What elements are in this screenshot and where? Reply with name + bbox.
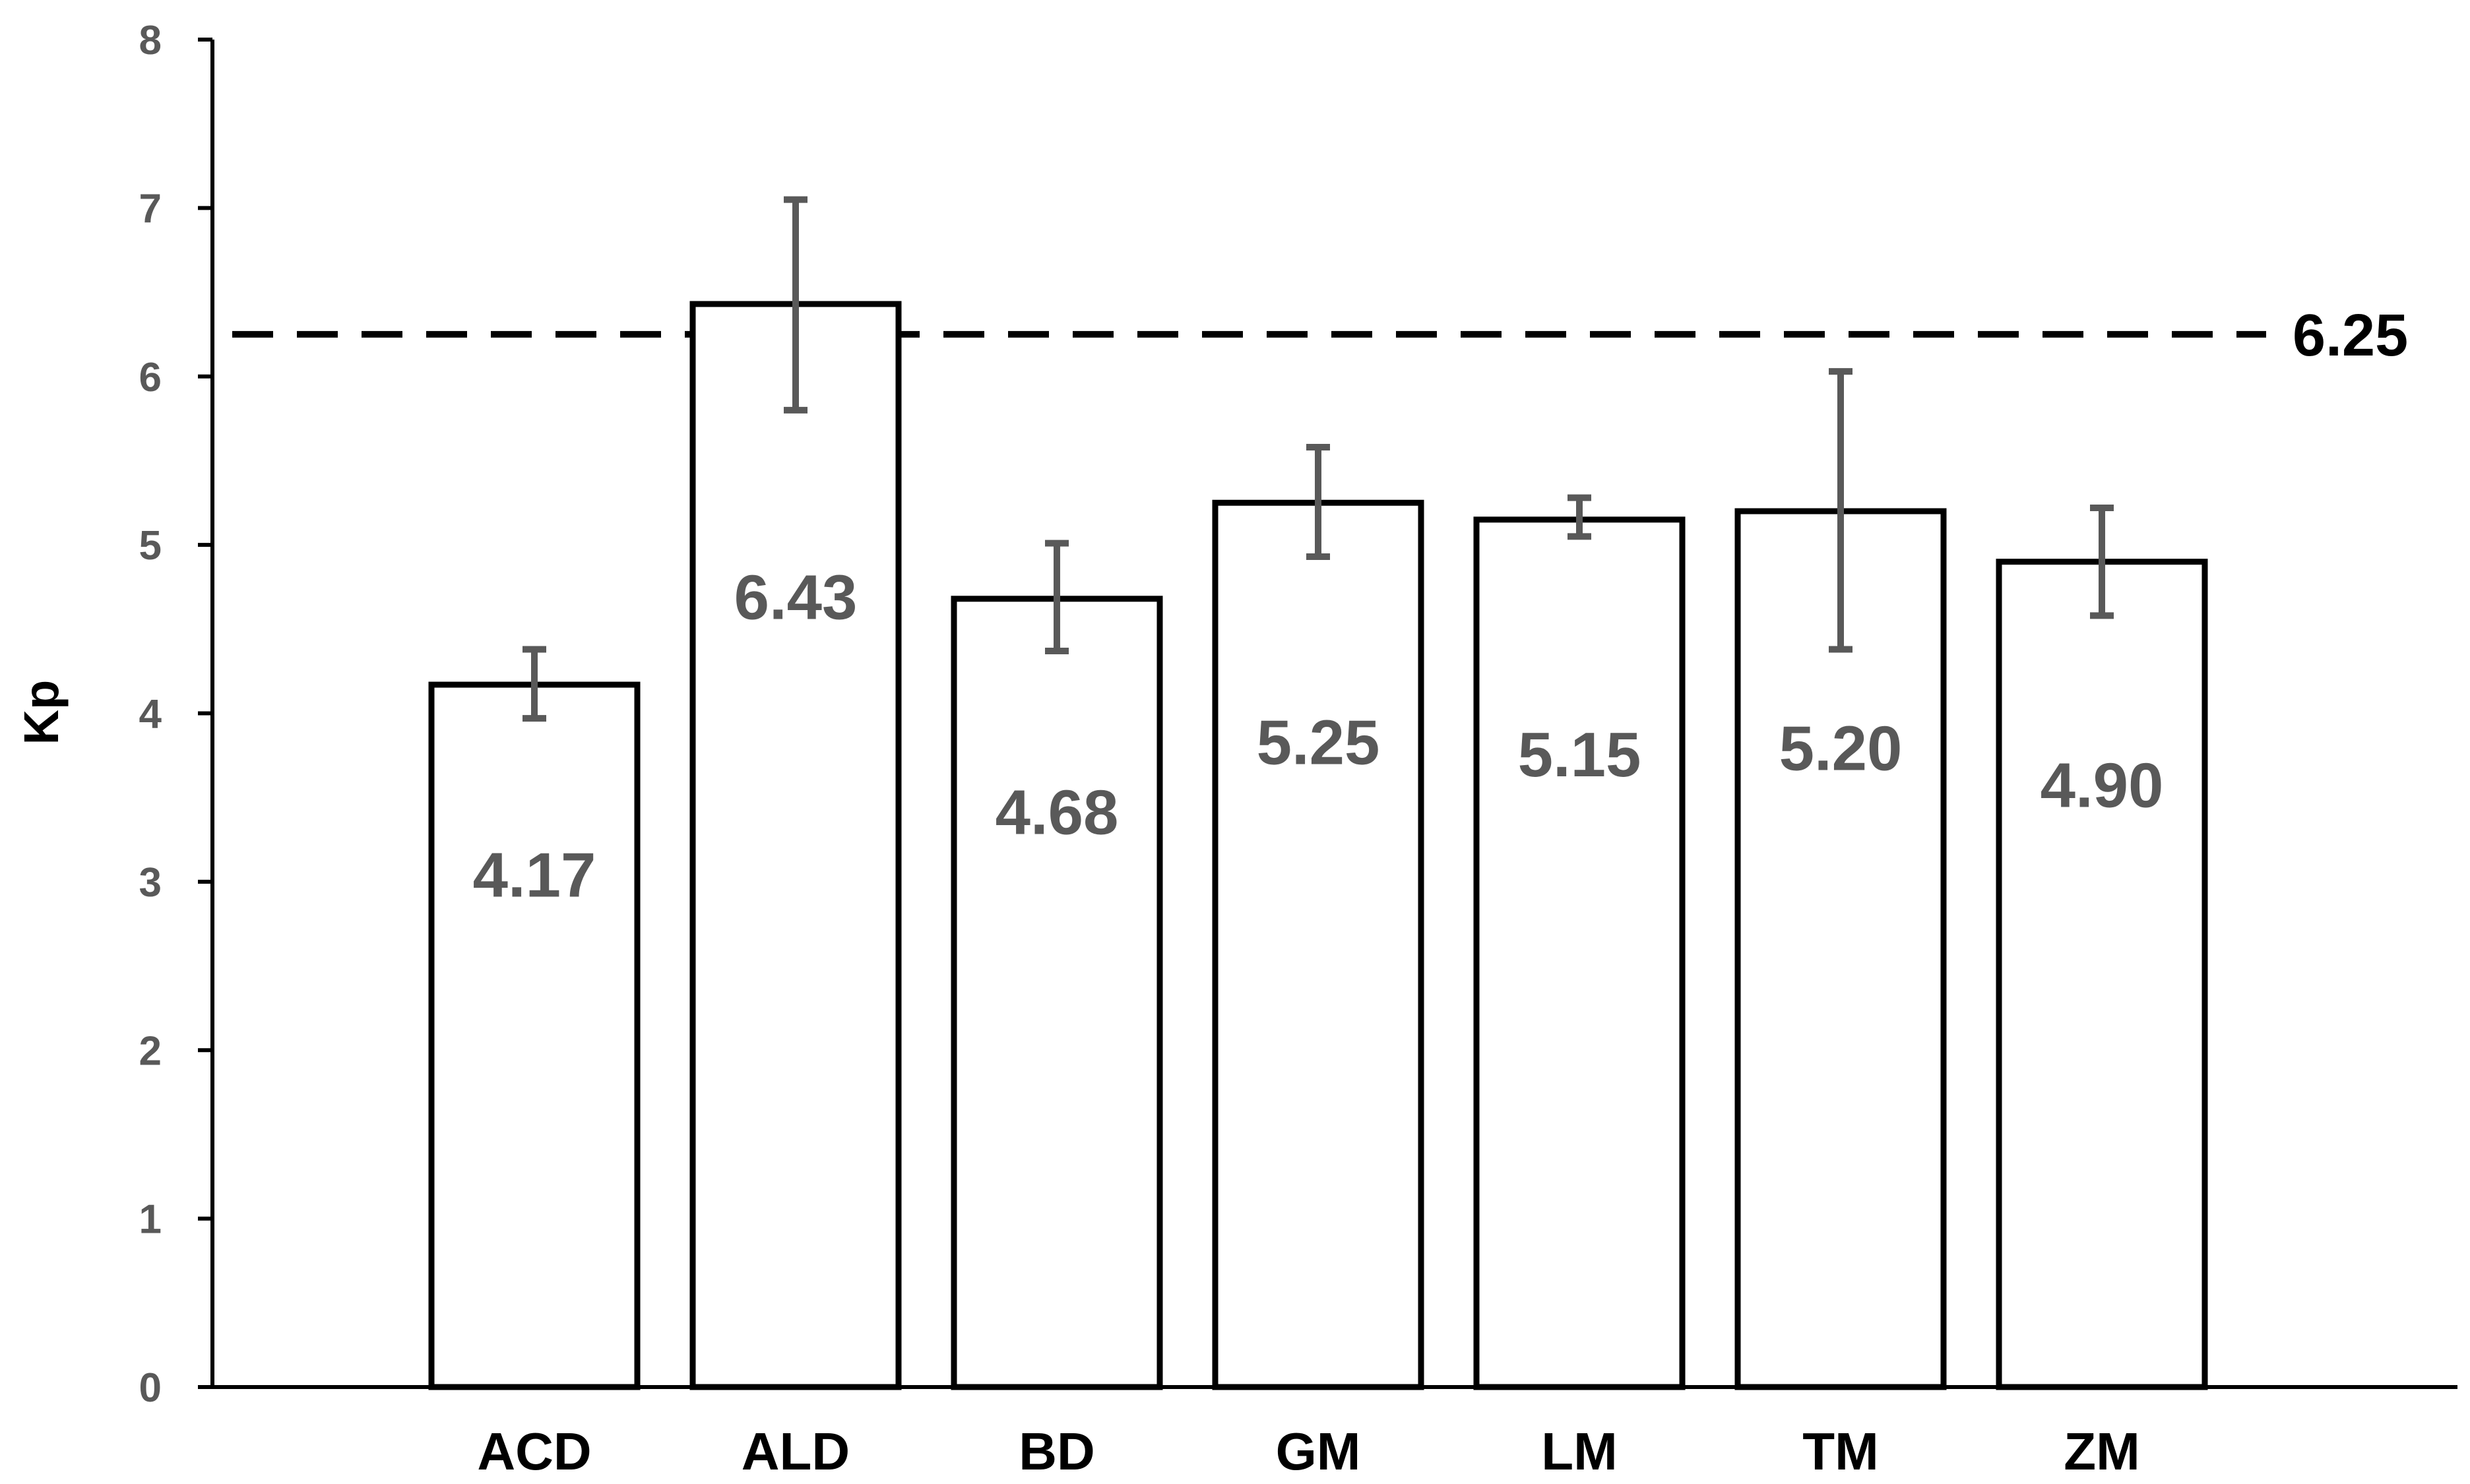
- error-bar-tm: [1829, 368, 1852, 653]
- bar-bd: [951, 596, 1163, 1390]
- value-labels-group: 4.17 6.43 4.68 5.25 5.15 5.20 4.90: [473, 562, 2164, 910]
- y-tick-label: 3: [139, 860, 162, 906]
- value-label-acd: 4.17: [473, 840, 596, 911]
- y-tick-label: 5: [139, 523, 162, 569]
- error-bars-group: [522, 196, 2114, 722]
- x-tick-label-tm: TM: [1802, 1422, 1879, 1481]
- value-label-ald: 6.43: [734, 562, 858, 633]
- x-tick-label-ald: ALD: [742, 1422, 850, 1481]
- bars-group: [428, 301, 2208, 1390]
- y-tick-label: 0: [139, 1365, 162, 1411]
- error-bar-lm: [1568, 494, 1591, 540]
- value-label-lm: 5.15: [1518, 720, 1641, 790]
- x-tick-label-lm: LM: [1541, 1422, 1618, 1481]
- error-bar-acd: [522, 646, 546, 722]
- bar-lm: [1473, 516, 1686, 1390]
- y-tick-labels-group: 0 1 2 3 4 5 6 7 8: [139, 18, 162, 1411]
- y-tick-label: 8: [139, 18, 162, 63]
- error-bar-bd: [1045, 540, 1069, 655]
- error-bar-gm: [1306, 444, 1330, 561]
- x-tick-label-gm: GM: [1276, 1422, 1361, 1481]
- value-label-zm: 4.90: [2041, 751, 2164, 821]
- y-tick-label: 7: [139, 186, 162, 232]
- bar-zm: [1996, 559, 2208, 1390]
- y-tick-label: 6: [139, 355, 162, 400]
- value-label-tm: 5.20: [1779, 714, 1903, 784]
- axes-group: [198, 38, 2457, 1389]
- x-tick-label-acd: ACD: [477, 1422, 591, 1481]
- bar-ald: [689, 301, 902, 1390]
- error-bar-zm: [2090, 504, 2114, 619]
- y-tick-label: 2: [139, 1028, 162, 1074]
- value-label-bd: 4.68: [996, 778, 1119, 848]
- x-tick-label-bd: BD: [1019, 1422, 1095, 1481]
- x-tick-label-zm: ZM: [2064, 1422, 2140, 1481]
- reference-line-group: 6.25: [232, 303, 2408, 369]
- bar-gm: [1212, 499, 1424, 1390]
- reference-line-label: 6.25: [2293, 303, 2408, 369]
- y-tick-label: 4: [139, 692, 162, 737]
- error-bar-ald: [784, 196, 808, 414]
- x-tick-labels-group: ACD ALD BD GM LM TM ZM: [477, 1422, 2139, 1481]
- bar-acd: [428, 681, 641, 1390]
- y-axis-label: Kp: [14, 680, 69, 745]
- y-tick-label: 1: [139, 1197, 162, 1243]
- value-label-gm: 5.25: [1257, 707, 1380, 778]
